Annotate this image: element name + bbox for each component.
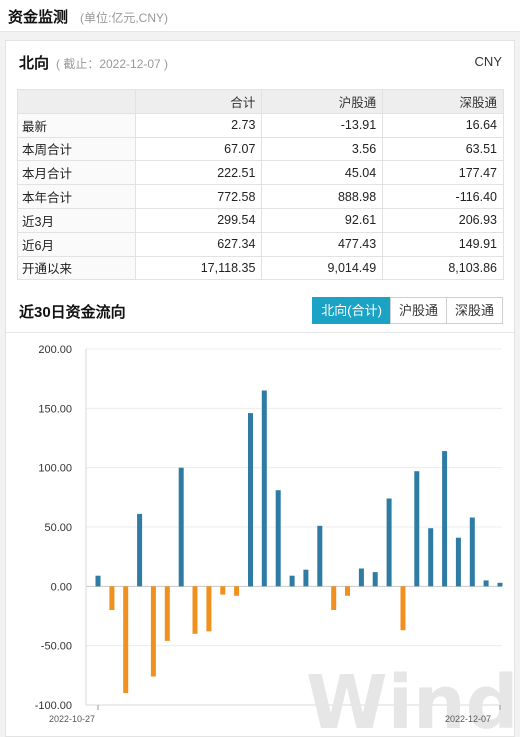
cell-total: 299.54 bbox=[134, 207, 263, 233]
table-row: 本年合计 772.58 888.98 -116.40 bbox=[17, 184, 504, 209]
bar bbox=[261, 390, 267, 587]
bar bbox=[303, 569, 309, 587]
bar bbox=[192, 586, 198, 634]
bar bbox=[220, 586, 226, 595]
top-bar: 资金监测 (单位:亿元,CNY) bbox=[0, 0, 520, 32]
cell-total: 627.34 bbox=[134, 231, 263, 257]
bar bbox=[483, 580, 489, 587]
flow-chart: Wind 200.00 150.00 100.00 50.00 0.00 -50.00 -1… bbox=[6, 332, 514, 737]
bar bbox=[164, 586, 170, 641]
row-label: 本年合计 bbox=[17, 184, 136, 209]
wind-watermark: Wind bbox=[306, 660, 514, 737]
bar bbox=[358, 568, 364, 587]
as-of-date: ( 截止：2022-12-07 ) bbox=[56, 57, 169, 71]
unit-note: (单位:亿元,CNY) bbox=[80, 11, 168, 25]
col-header-sh: 沪股通 bbox=[261, 89, 384, 114]
row-label: 开通以来 bbox=[17, 255, 136, 281]
bar bbox=[150, 586, 156, 677]
cell-sz: 206.93 bbox=[382, 207, 504, 233]
bar bbox=[442, 451, 448, 587]
cell-sz: 8,103.86 bbox=[382, 255, 504, 281]
bar bbox=[234, 586, 240, 596]
y-tick-label: 200.00 bbox=[38, 344, 72, 356]
bar bbox=[95, 575, 101, 587]
row-label: 本周合计 bbox=[17, 136, 136, 162]
row-label: 本月合计 bbox=[17, 160, 136, 186]
y-tick-label: 150.00 bbox=[38, 403, 72, 415]
table-header-row: 合计 沪股通 深股通 bbox=[17, 89, 504, 114]
bar bbox=[469, 517, 475, 587]
x-start-label: 2022-10-27 bbox=[49, 714, 95, 724]
y-tick-label: -100.00 bbox=[35, 700, 72, 712]
cell-sz: 16.64 bbox=[382, 112, 504, 138]
y-tick-label: 50.00 bbox=[44, 522, 72, 534]
cell-sh: 45.04 bbox=[261, 160, 384, 186]
col-header-total: 合计 bbox=[134, 89, 263, 114]
table-row: 开通以来 17,118.35 9,014.49 8,103.86 bbox=[17, 255, 504, 281]
bar bbox=[289, 575, 295, 587]
bar bbox=[109, 586, 115, 610]
northbound-panel: 北向 ( 截止：2022-12-07 ) CNY 合计 沪股通 深股通 最新 2.… bbox=[5, 40, 515, 737]
cell-total: 17,118.35 bbox=[134, 255, 263, 281]
cell-sh: 3.56 bbox=[261, 136, 384, 162]
currency-label: CNY bbox=[474, 54, 502, 69]
table-body: 最新 2.73 -13.91 16.64 本周合计 67.07 3.56 63.51 本月合计 2… bbox=[17, 112, 504, 281]
bar bbox=[248, 413, 253, 587]
y-tick-label: 100.00 bbox=[38, 463, 72, 475]
bar bbox=[317, 525, 323, 587]
cell-sz: 63.51 bbox=[382, 136, 504, 162]
table-row: 本周合计 67.07 3.56 63.51 bbox=[17, 136, 504, 162]
cell-sz: 149.91 bbox=[382, 231, 504, 257]
bar bbox=[123, 586, 129, 694]
col-header-label bbox=[17, 89, 136, 114]
bar bbox=[455, 537, 461, 587]
row-label: 近6月 bbox=[17, 231, 136, 257]
row-label: 最新 bbox=[17, 112, 136, 138]
x-end-label: 2022-12-07 bbox=[445, 714, 491, 724]
bar bbox=[372, 572, 378, 587]
bar bbox=[414, 471, 420, 587]
bar bbox=[428, 528, 434, 587]
table-row: 本月合计 222.51 45.04 177.47 bbox=[17, 160, 504, 186]
flow-tabs: 北向(合计) 沪股通 深股通 bbox=[312, 297, 503, 324]
tab-shanghai-connect[interactable]: 沪股通 bbox=[389, 297, 447, 324]
northbound-summary-table: 合计 沪股通 深股通 最新 2.73 -13.91 16.64 本周合计 67.07 3.5… bbox=[17, 89, 504, 281]
flow-section-title: 近30日资金流向 bbox=[19, 304, 126, 321]
cell-sh: 9,014.49 bbox=[261, 255, 384, 281]
cell-sh: -13.91 bbox=[261, 112, 384, 138]
y-tick-label: -50.00 bbox=[41, 641, 72, 653]
y-tick-label: 0.00 bbox=[51, 581, 72, 593]
northbound-title: 北向 bbox=[19, 55, 50, 72]
table-row: 近3月 299.54 92.61 206.93 bbox=[17, 207, 504, 233]
cell-sh: 888.98 bbox=[261, 184, 384, 209]
bar bbox=[275, 490, 281, 587]
table-row: 最新 2.73 -13.91 16.64 bbox=[17, 112, 504, 138]
bar bbox=[386, 498, 392, 587]
table-row: 近6月 627.34 477.43 149.91 bbox=[17, 231, 504, 257]
col-header-sz: 深股通 bbox=[382, 89, 504, 114]
cell-total: 67.07 bbox=[134, 136, 263, 162]
page-title: 资金监测 bbox=[8, 9, 69, 26]
cell-sz: -116.40 bbox=[382, 184, 504, 209]
bar bbox=[137, 513, 143, 587]
row-label: 近3月 bbox=[17, 207, 136, 233]
cell-total: 222.51 bbox=[134, 160, 263, 186]
cell-sz: 177.47 bbox=[382, 160, 504, 186]
cell-total: 772.58 bbox=[134, 184, 263, 209]
tab-northbound-total[interactable]: 北向(合计) bbox=[312, 297, 391, 324]
flow-bar-chart: Wind 200.00 150.00 100.00 50.00 0.00 -50.00 -1… bbox=[35, 344, 514, 737]
cell-sh: 92.61 bbox=[261, 207, 384, 233]
tab-shenzhen-connect[interactable]: 深股通 bbox=[445, 297, 503, 324]
cell-sh: 477.43 bbox=[261, 231, 384, 257]
bar bbox=[400, 586, 406, 631]
bar bbox=[497, 582, 503, 587]
bar bbox=[206, 586, 212, 632]
bar bbox=[331, 586, 337, 610]
cell-total: 2.73 bbox=[134, 112, 263, 138]
bar bbox=[345, 586, 350, 596]
bar bbox=[178, 467, 184, 587]
